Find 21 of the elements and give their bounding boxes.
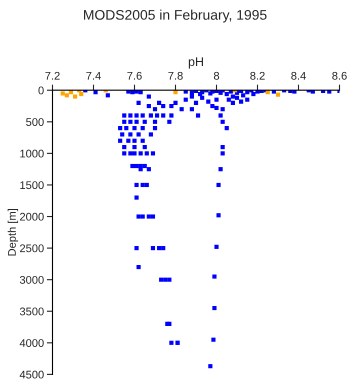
y-tick-label: 2500 <box>20 244 44 252</box>
x-tick-label: 8.4 <box>291 72 306 80</box>
y-tick-label: 0 <box>38 86 44 94</box>
x-tick-label: 8 <box>214 72 220 80</box>
y-tick-label: 1000 <box>20 150 44 158</box>
y-tick-label: 3000 <box>20 276 44 284</box>
y-tick-label: 3500 <box>20 308 44 316</box>
y-tick-label: 500 <box>26 118 44 126</box>
x-tick-label: 7.8 <box>168 72 183 80</box>
x-tick-label: 7.4 <box>86 72 101 80</box>
y-tick-label: 4500 <box>20 370 44 379</box>
x-axis-title: pH <box>188 57 203 69</box>
x-tick-label: 7.2 <box>45 72 60 80</box>
y-tick-label: 4000 <box>20 339 44 347</box>
y-tick-label: 2000 <box>20 212 44 221</box>
y-tick-label: 1500 <box>20 181 44 190</box>
chart-title: MODS2005 in February, 1995 <box>84 10 267 23</box>
x-tick-label: 7.6 <box>127 72 142 80</box>
y-axis-title: Depth [m] <box>8 209 18 256</box>
x-tick-label: 8.6 <box>332 72 347 80</box>
x-tick-label: 8.2 <box>250 72 265 80</box>
